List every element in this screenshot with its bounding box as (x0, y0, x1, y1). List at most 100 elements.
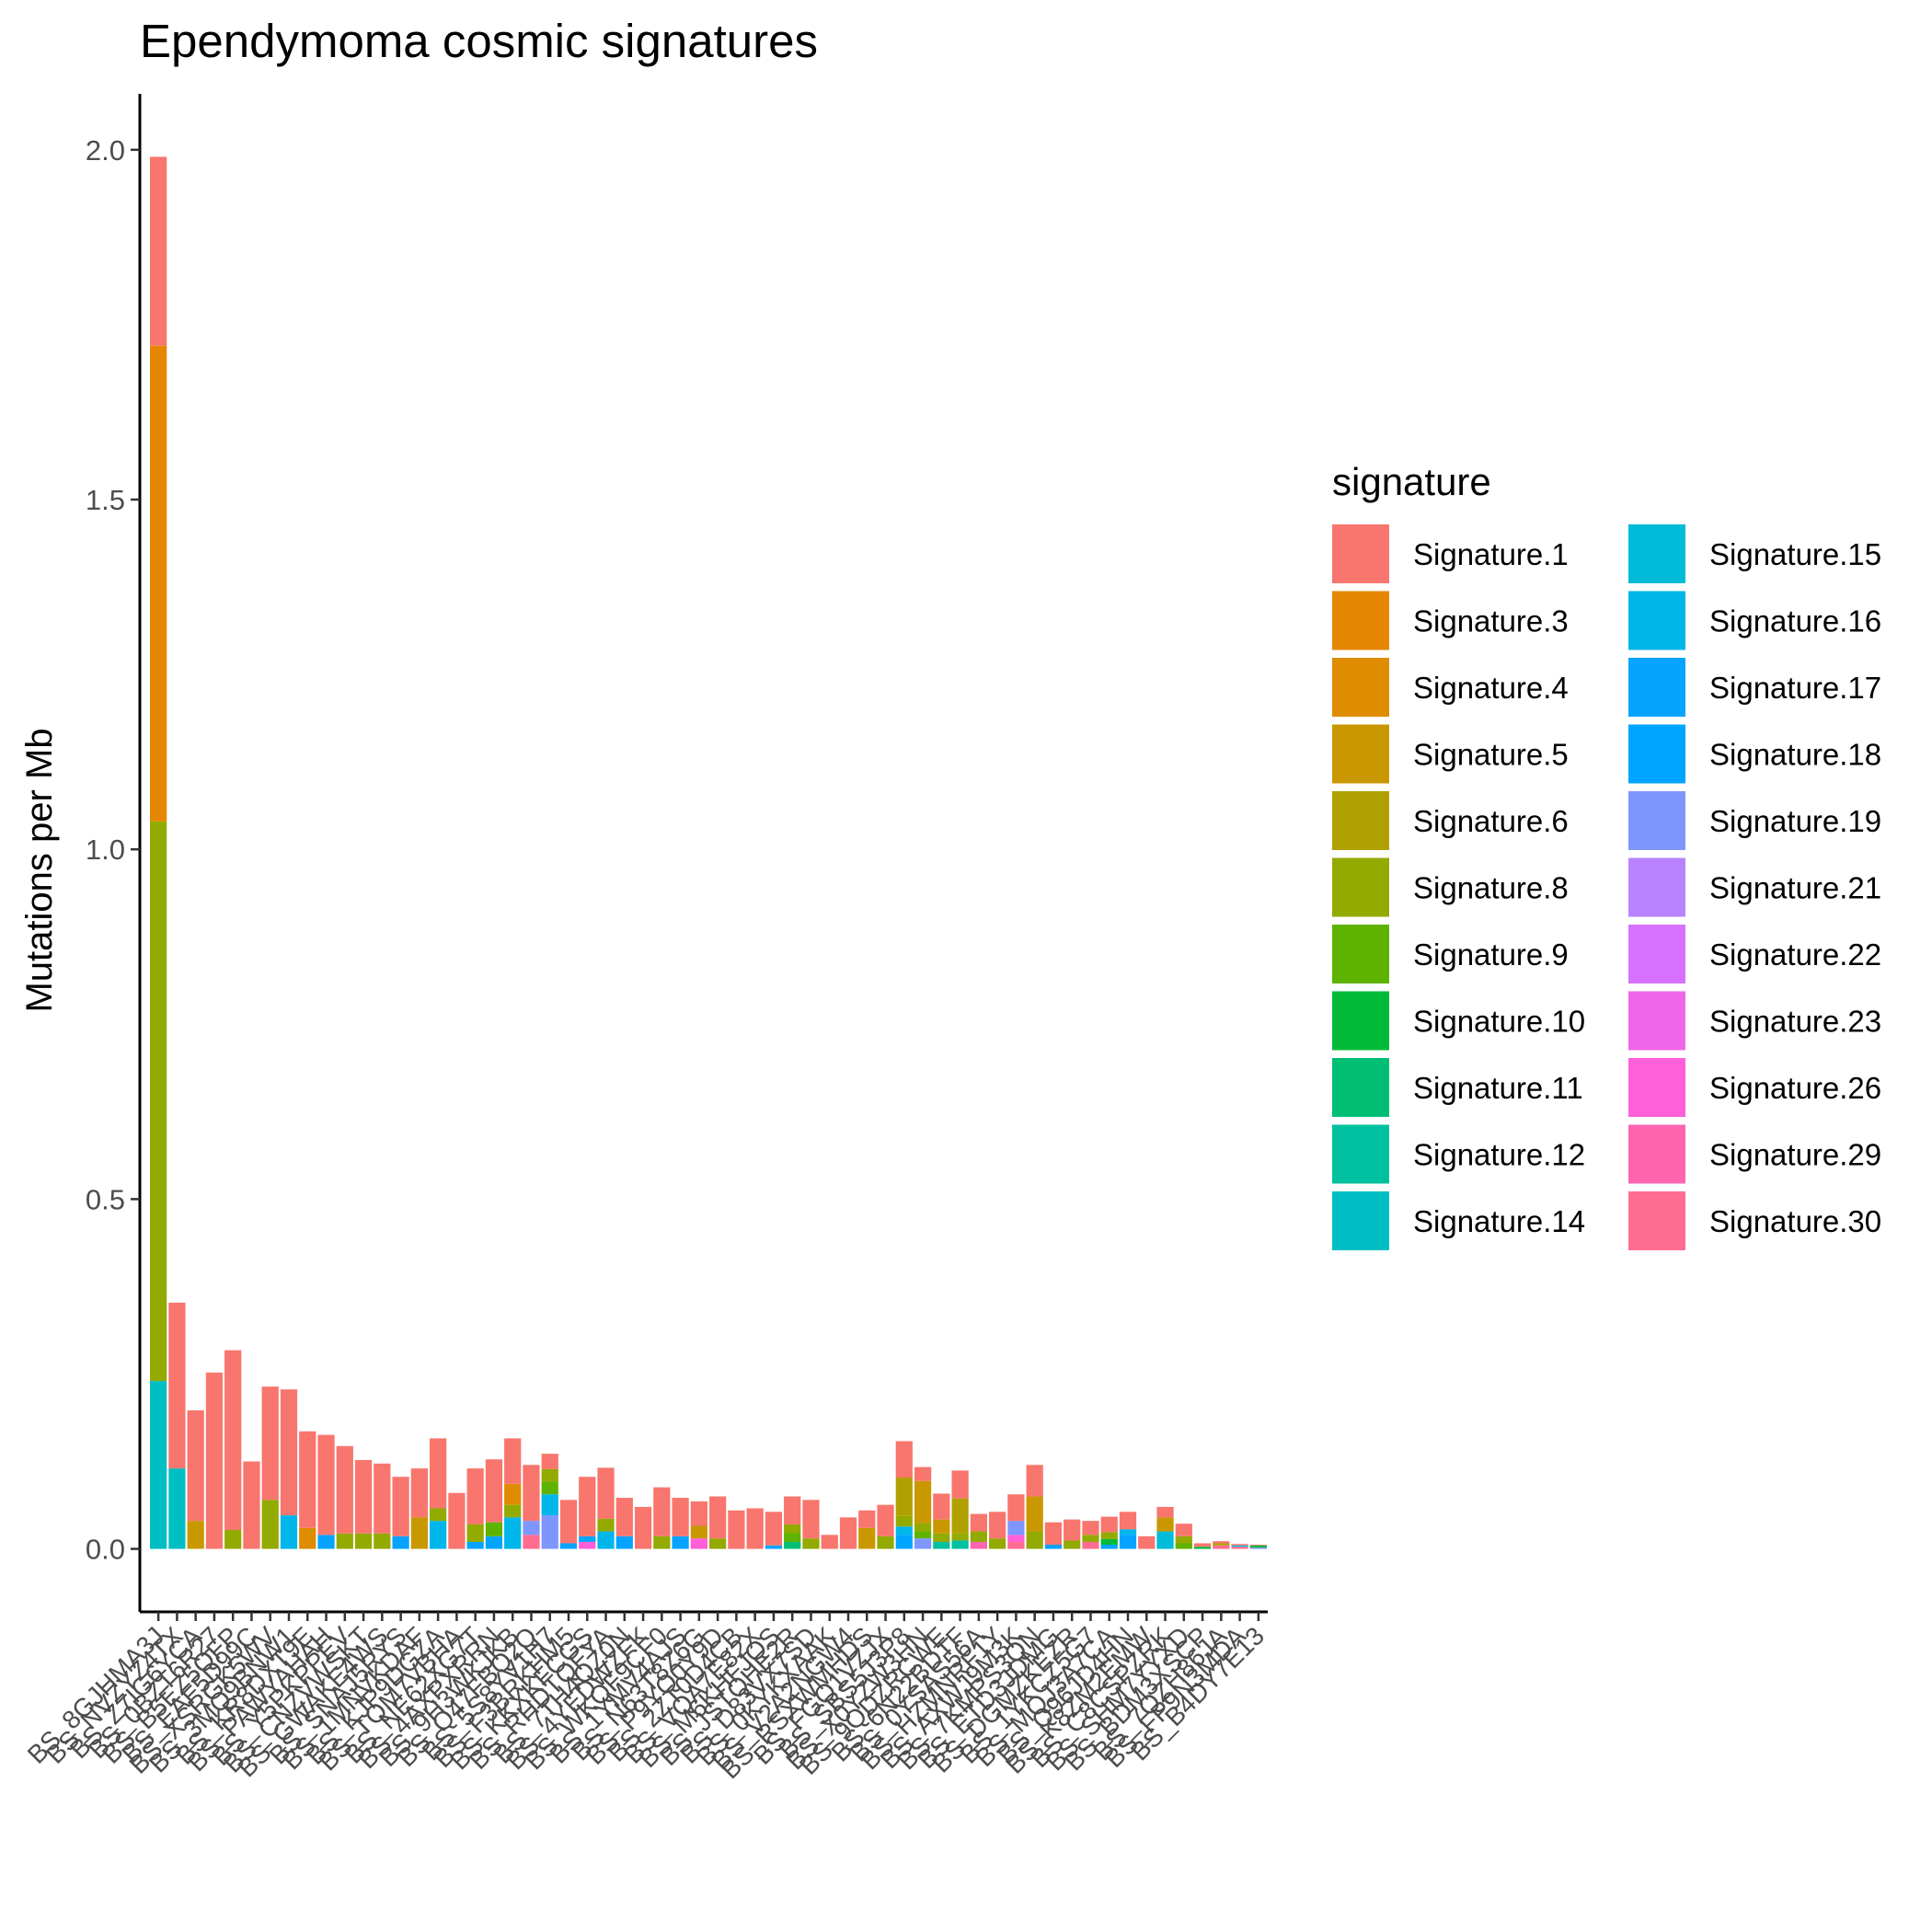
bar-segment (615, 1498, 633, 1536)
bar-segment (1231, 1545, 1248, 1547)
bar-segment (579, 1541, 596, 1549)
bar-segment (784, 1533, 801, 1542)
bar-segment (1100, 1538, 1118, 1545)
bar-segment (1026, 1496, 1043, 1532)
bar-segment (504, 1438, 522, 1484)
legend-label: Signature.5 (1413, 738, 1569, 772)
bar-segment (895, 1526, 913, 1535)
y-axis-title: Mutations per Mb (19, 728, 60, 1012)
bar-segment (187, 1410, 204, 1522)
bar-segment (690, 1501, 707, 1526)
bar-segment (280, 1389, 298, 1516)
legend-label: Signature.17 (1709, 671, 1881, 705)
legend-key (1628, 1058, 1685, 1117)
bar-segment (299, 1431, 316, 1528)
bar-segment (802, 1500, 820, 1539)
bar-segment (970, 1541, 987, 1549)
bar-segment (970, 1531, 987, 1542)
legend-key (1332, 724, 1389, 784)
legend-label: Signature.1 (1413, 537, 1569, 571)
bar-segment (1249, 1547, 1267, 1549)
bar-segment (597, 1531, 615, 1549)
bar-segment (653, 1535, 671, 1549)
legend-label: Signature.6 (1413, 804, 1569, 838)
bar-segment (690, 1538, 707, 1549)
bar-segment (895, 1441, 913, 1478)
legend-label: Signature.14 (1413, 1204, 1585, 1238)
bar-segment (1193, 1547, 1212, 1549)
legend-key (1628, 925, 1685, 983)
legend-label: Signature.11 (1413, 1071, 1583, 1105)
bar-segment (150, 345, 167, 822)
bar-segment (1175, 1543, 1192, 1549)
bar-segment (895, 1478, 913, 1516)
bar-segment (168, 1302, 186, 1469)
legend-key (1628, 791, 1685, 850)
legend-label: Signature.3 (1413, 604, 1569, 638)
legend-title: signature (1332, 460, 1491, 503)
bar-segment (933, 1519, 950, 1534)
legend-label: Signature.8 (1413, 871, 1569, 905)
bar-segment (374, 1533, 391, 1549)
legend-label: Signature.19 (1709, 804, 1881, 838)
bar-segment (559, 1543, 578, 1549)
bar-segment (989, 1538, 1006, 1549)
legend-key (1332, 591, 1389, 650)
legend-label: Signature.18 (1709, 738, 1881, 772)
bar-segment (541, 1454, 558, 1469)
bar-segment (765, 1512, 783, 1546)
legend-key (1628, 1124, 1685, 1184)
legend: signature Signature.1 Signature.3 Signatur… (1332, 460, 1881, 1250)
legend-key (1628, 524, 1685, 583)
bar-segment (634, 1506, 652, 1549)
legend-label: Signature.21 (1709, 871, 1881, 905)
bar-segment (1156, 1517, 1174, 1532)
bar-segment (1082, 1535, 1099, 1542)
legend-label: Signature.26 (1709, 1071, 1881, 1105)
legend-key (1628, 724, 1685, 784)
bar-segment (1213, 1545, 1230, 1549)
bar-segment (821, 1535, 838, 1549)
bar-segment (858, 1510, 876, 1528)
legend-key (1332, 658, 1389, 717)
bar-segment (579, 1535, 596, 1542)
bar-segment (1082, 1541, 1099, 1549)
bar-segment (951, 1470, 969, 1499)
legend-label: Signature.30 (1709, 1204, 1881, 1238)
bar-segment (1119, 1512, 1137, 1530)
bar-segment (877, 1535, 894, 1549)
bar-segment (430, 1508, 447, 1522)
bar-segment (1119, 1535, 1137, 1549)
bar-segment (1231, 1544, 1248, 1546)
bar-segment (951, 1498, 969, 1534)
bar-segment (504, 1517, 522, 1549)
bar-segment (243, 1461, 260, 1549)
bar-segment (541, 1481, 558, 1495)
bar-segment (392, 1477, 409, 1536)
bar-segment (1213, 1543, 1230, 1546)
legend-key (1628, 991, 1685, 1051)
bar-segment (150, 1381, 167, 1549)
bar-segment (914, 1466, 932, 1481)
bar-segment (354, 1533, 373, 1549)
bar-segment (1064, 1540, 1081, 1549)
bar-segment (1231, 1547, 1248, 1549)
bar-segment (541, 1494, 558, 1516)
bar-segment (1007, 1541, 1025, 1549)
bar-segment (1156, 1506, 1174, 1518)
bar-segment (336, 1533, 353, 1549)
legend-label: Signature.12 (1413, 1138, 1585, 1172)
bar-segment (168, 1468, 186, 1549)
axes: 0.00.51.01.52.0BS_8GJHMA3JBS_NVZYZ4TXBS_… (22, 94, 1270, 1784)
bar-segment (261, 1386, 279, 1501)
bar-segment (1119, 1529, 1137, 1535)
bar-segment (1100, 1516, 1118, 1533)
y-tick-label: 2.0 (86, 134, 125, 167)
bar-segment (374, 1463, 391, 1534)
bar-segment (672, 1498, 689, 1536)
bar-segment (410, 1468, 428, 1518)
bar-segment (951, 1540, 969, 1549)
bar-segment (1138, 1535, 1156, 1549)
bar-segment (914, 1480, 932, 1524)
